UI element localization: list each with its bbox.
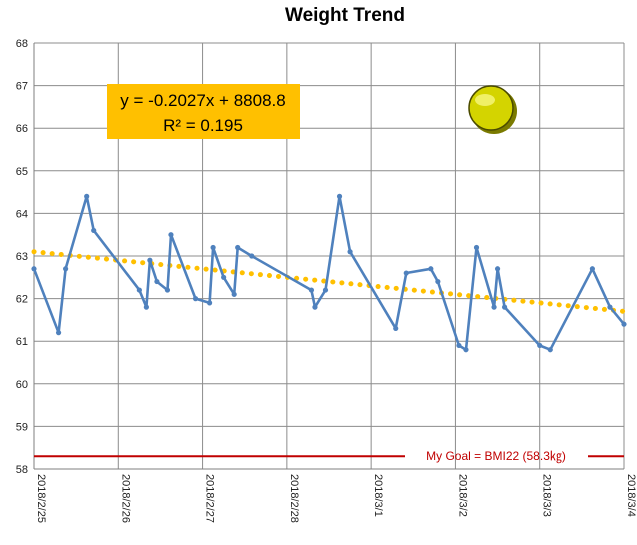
weight-data-point bbox=[473, 244, 480, 251]
weight-data-point bbox=[231, 291, 237, 297]
y-tick-label: 66 bbox=[16, 123, 28, 135]
weight-data-point bbox=[547, 347, 553, 353]
weight-data-point bbox=[221, 274, 227, 280]
weight-data-point bbox=[31, 266, 37, 272]
equation-box-background bbox=[107, 84, 300, 139]
y-tick-label: 60 bbox=[16, 379, 28, 391]
weight-data-point bbox=[55, 330, 62, 336]
y-tick-label: 68 bbox=[16, 38, 28, 50]
weight-data-point bbox=[168, 232, 174, 238]
y-tick-label: 61 bbox=[16, 336, 28, 348]
weight-data-point bbox=[147, 257, 153, 263]
weight-data-point bbox=[154, 278, 160, 285]
trendline-path bbox=[31, 249, 627, 314]
weight-data-point bbox=[463, 347, 469, 353]
x-tick-label: 2018/2/27 bbox=[204, 474, 216, 523]
weight-data-point bbox=[312, 304, 318, 310]
x-tick-label: 2018/3/1 bbox=[372, 474, 384, 517]
weight-data-point bbox=[336, 193, 343, 199]
y-tick-label: 62 bbox=[16, 294, 28, 306]
trendline-equation-box: y = -0.2027x + 8808.8 R² = 0.195 bbox=[107, 84, 300, 139]
y-tick-label: 63 bbox=[16, 251, 28, 263]
weight-data-point bbox=[164, 287, 171, 293]
weight-data-point bbox=[210, 244, 216, 251]
trendline-equation: y = -0.2027x + 8808.8 bbox=[120, 91, 285, 110]
goal-line: My Goal = BMI22 (58.3㎏) bbox=[34, 449, 624, 463]
weight-data-point bbox=[308, 287, 315, 293]
weight-data-point bbox=[607, 304, 613, 310]
weight-data-point bbox=[494, 266, 501, 272]
chart-title: Weight Trend bbox=[285, 5, 405, 26]
trendline-r-squared: R² = 0.195 bbox=[163, 116, 243, 135]
weight-data-point bbox=[621, 321, 627, 327]
weight-data-point bbox=[322, 287, 329, 293]
goal-label: My Goal = BMI22 (58.3㎏) bbox=[426, 449, 566, 463]
weight-data-point bbox=[428, 266, 434, 272]
x-tick-label: 2018/3/2 bbox=[456, 474, 468, 517]
weight-data-point bbox=[136, 287, 142, 293]
x-tick-label: 2018/2/25 bbox=[35, 474, 47, 523]
yellow-circle-marker bbox=[468, 85, 517, 134]
x-tick-label: 2018/2/26 bbox=[119, 474, 131, 523]
weight-series-line bbox=[32, 195, 626, 352]
weight-data-point bbox=[589, 266, 595, 272]
weight-data-point bbox=[435, 278, 441, 285]
weight-data-point bbox=[347, 249, 353, 255]
x-tick-label: 2018/3/4 bbox=[625, 474, 637, 517]
weight-data-point bbox=[63, 266, 69, 272]
weight-data-point bbox=[206, 300, 213, 306]
weight-data-point bbox=[235, 244, 241, 251]
weight-data-point bbox=[491, 304, 497, 310]
y-tick-label: 58 bbox=[16, 464, 28, 476]
y-tick-label: 59 bbox=[16, 421, 28, 433]
weight-data-point bbox=[456, 342, 462, 349]
weight-series bbox=[31, 193, 627, 353]
y-tick-label: 65 bbox=[16, 166, 28, 178]
weight-data-point bbox=[249, 253, 255, 259]
weight-data-point bbox=[537, 342, 543, 349]
y-tick-label: 67 bbox=[16, 81, 28, 93]
trendline bbox=[31, 249, 627, 314]
weight-data-point bbox=[501, 304, 508, 310]
x-tick-label: 2018/2/28 bbox=[288, 474, 300, 523]
x-tick-label: 2018/3/3 bbox=[541, 474, 553, 517]
y-axis-ticks: 58 59 60 61 62 63 64 65 66 67 68 bbox=[16, 38, 28, 476]
weight-data-point bbox=[91, 227, 97, 234]
weight-data-point bbox=[403, 270, 409, 276]
weight-data-point bbox=[393, 325, 399, 332]
weight-data-point bbox=[192, 296, 199, 302]
weight-data-point bbox=[84, 193, 90, 199]
marker-body bbox=[468, 85, 514, 131]
marker-highlight bbox=[475, 94, 495, 106]
weight-data-point bbox=[143, 304, 149, 310]
y-tick-label: 64 bbox=[16, 208, 28, 220]
grid-lines bbox=[33, 42, 625, 470]
x-axis-ticks: 2018/2/25 2018/2/26 2018/2/27 2018/2/28 2018… bbox=[35, 474, 637, 523]
